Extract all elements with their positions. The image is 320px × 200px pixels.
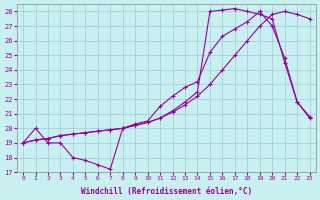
- X-axis label: Windchill (Refroidissement éolien,°C): Windchill (Refroidissement éolien,°C): [81, 187, 252, 196]
